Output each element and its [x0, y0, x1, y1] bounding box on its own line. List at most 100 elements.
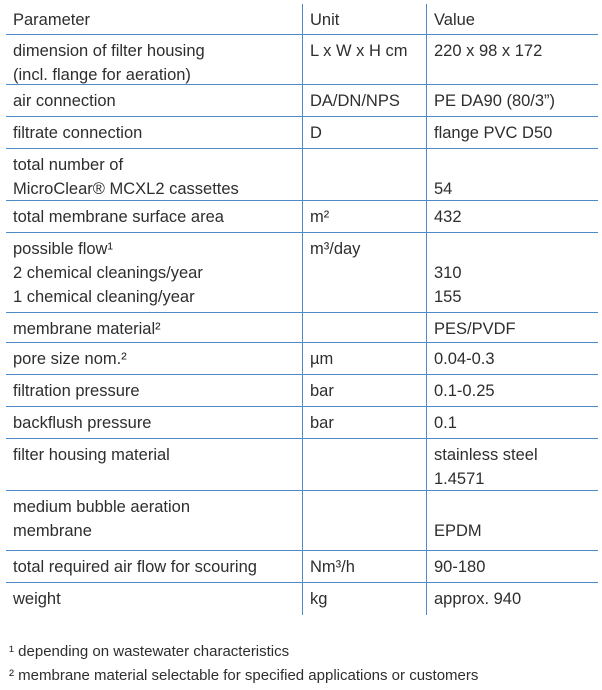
cell-text: total membrane surface area	[13, 208, 224, 226]
cell-text: stainless steel	[434, 446, 538, 464]
value-cell: 54	[426, 149, 598, 200]
value-cell: 0.04-0.3	[426, 343, 598, 374]
unit-cell: m³/day	[302, 233, 426, 312]
cell-text: 310	[434, 264, 462, 282]
cell-text	[310, 153, 420, 177]
cell-text: D	[310, 124, 322, 142]
cell-text	[310, 495, 420, 519]
cell-text: filtrate connection	[13, 124, 143, 142]
parameter-cell: pore size nom.²	[6, 343, 302, 374]
cell-text: m²	[310, 208, 330, 226]
cell-text	[434, 153, 592, 177]
parameter-cell: filtrate connection	[6, 117, 302, 148]
unit-cell	[302, 313, 426, 342]
value-cell: 0.1	[426, 407, 598, 438]
cell-text: filter housing material	[13, 446, 170, 464]
parameter-cell: filtration pressure	[6, 375, 302, 406]
cell-text: flange PVC D50	[434, 124, 553, 142]
value-cell: 90-180	[426, 551, 598, 582]
cell-text: total required air flow for scouring	[13, 558, 257, 576]
cell-text: 432	[434, 208, 462, 226]
cell-text: filtration pressure	[13, 382, 140, 400]
unit-cell	[302, 439, 426, 490]
header-parameter: Parameter	[13, 11, 91, 29]
parameter-cell: filter housing material	[6, 439, 302, 490]
value-cell: PES/PVDF	[426, 313, 598, 342]
cell-text: medium bubble aeration	[13, 498, 191, 516]
cell-text: total number of	[13, 156, 124, 174]
cell-text	[310, 443, 420, 467]
cell-text: 2 chemical cleanings/year	[13, 264, 203, 282]
unit-cell	[302, 149, 426, 200]
cell-text: bar	[310, 414, 334, 432]
parameter-cell: weight	[6, 583, 302, 615]
cell-text: weight	[13, 590, 61, 608]
value-cell: 0.1-0.25	[426, 375, 598, 406]
table-row: pore size nom.² µm 0.04-0.3	[6, 343, 598, 375]
cell-text: bar	[310, 382, 334, 400]
cell-text: approx. 940	[434, 590, 522, 608]
value-cell: PE DA90 (80/3”)	[426, 85, 598, 116]
table-row: air connection DA/DN/NPS PE DA90 (80/3”)	[6, 85, 598, 117]
unit-cell: Nm³/h	[302, 551, 426, 582]
cell-text: EPDM	[434, 522, 482, 540]
unit-cell: bar	[302, 375, 426, 406]
table-row: dimension of filter housing (incl. flange…	[6, 35, 598, 85]
header-unit: Unit	[302, 4, 426, 34]
cell-text: dimension of filter housing	[13, 42, 205, 60]
cell-text: 54	[434, 180, 453, 198]
cell-text: 0.1	[434, 414, 457, 432]
parameter-cell: total membrane surface area	[6, 201, 302, 232]
table-row: filter housing material stainless steel 1.…	[6, 439, 598, 491]
value-cell: stainless steel 1.4571	[426, 439, 598, 490]
cell-text: 155	[434, 288, 462, 306]
parameter-cell: total number of MicroClear® MCXL2 cassett…	[6, 149, 302, 200]
parameter-cell: medium bubble aeration membrane	[6, 491, 302, 550]
value-cell: flange PVC D50	[426, 117, 598, 148]
cell-text: backflush pressure	[13, 414, 152, 432]
header-value: Value	[426, 4, 598, 34]
cell-text	[434, 237, 592, 261]
cell-text: MicroClear® MCXL2 cassettes	[13, 180, 239, 198]
unit-cell: bar	[302, 407, 426, 438]
cell-text: µm	[310, 350, 334, 368]
cell-text: PE DA90 (80/3”)	[434, 92, 556, 110]
cell-text: 1 chemical cleaning/year	[13, 288, 195, 306]
unit-cell: m²	[302, 201, 426, 232]
unit-cell: µm	[302, 343, 426, 374]
table-row: medium bubble aeration membrane EPDM	[6, 491, 598, 551]
unit-cell: L x W x H cm	[302, 35, 426, 84]
table-row: filtration pressure bar 0.1-0.25	[6, 375, 598, 407]
table-row: total required air flow for scouring Nm³/…	[6, 551, 598, 583]
cell-text: 220 x 98 x 172	[434, 42, 543, 60]
value-cell: 220 x 98 x 172	[426, 35, 598, 84]
value-cell: 432	[426, 201, 598, 232]
cell-text: air connection	[13, 92, 116, 110]
cell-text: kg	[310, 590, 328, 608]
cell-text: membrane	[13, 522, 92, 540]
table-header: Parameter Unit Value	[6, 4, 598, 35]
cell-text: m³/day	[310, 240, 361, 258]
table-row: backflush pressure bar 0.1	[6, 407, 598, 439]
footnotes: ¹ depending on wastewater characteristic…	[9, 640, 478, 688]
table-row: total membrane surface area m² 432	[6, 201, 598, 233]
cell-text: DA/DN/NPS	[310, 92, 400, 110]
parameter-cell: possible flow¹ 2 chemical cleanings/year 1…	[6, 233, 302, 312]
unit-cell	[302, 491, 426, 550]
parameter-cell: air connection	[6, 85, 302, 116]
value-cell: approx. 940	[426, 583, 598, 615]
unit-cell: kg	[302, 583, 426, 615]
unit-cell: DA/DN/NPS	[302, 85, 426, 116]
cell-text: Nm³/h	[310, 558, 355, 576]
cell-text: membrane material²	[13, 320, 161, 338]
table-row: possible flow¹ 2 chemical cleanings/year 1…	[6, 233, 598, 313]
parameter-cell: dimension of filter housing (incl. flange…	[6, 35, 302, 84]
cell-text	[434, 495, 592, 519]
table-row: membrane material² PES/PVDF	[6, 313, 598, 343]
value-cell: 310 155	[426, 233, 598, 312]
cell-text: 1.4571	[434, 470, 485, 488]
footnote-1: ¹ depending on wastewater characteristic…	[9, 643, 290, 660]
cell-text: PES/PVDF	[434, 320, 516, 338]
cell-text	[310, 317, 420, 341]
